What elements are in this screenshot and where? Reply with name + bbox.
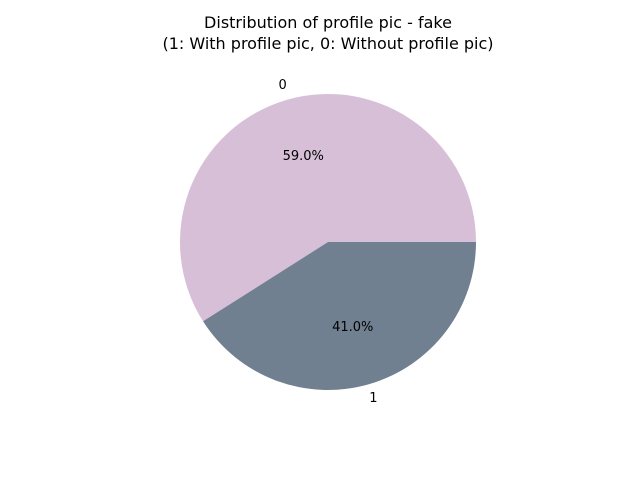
pie-slice-0 [180, 94, 477, 322]
chart-title-block: Distribution of profile pic - fake (1: W… [0, 12, 640, 54]
chart-title: Distribution of profile pic - fake [204, 13, 452, 32]
slice-pct-label-1: 41.0% [332, 320, 373, 335]
slice-label-0: 0 [278, 78, 286, 93]
slice-pct-label-0: 59.0% [283, 149, 324, 164]
pie-slice-1 [203, 242, 476, 390]
slice-label-1: 1 [369, 391, 377, 406]
chart-subtitle: (1: With profile pic, 0: Without profile… [162, 34, 494, 53]
